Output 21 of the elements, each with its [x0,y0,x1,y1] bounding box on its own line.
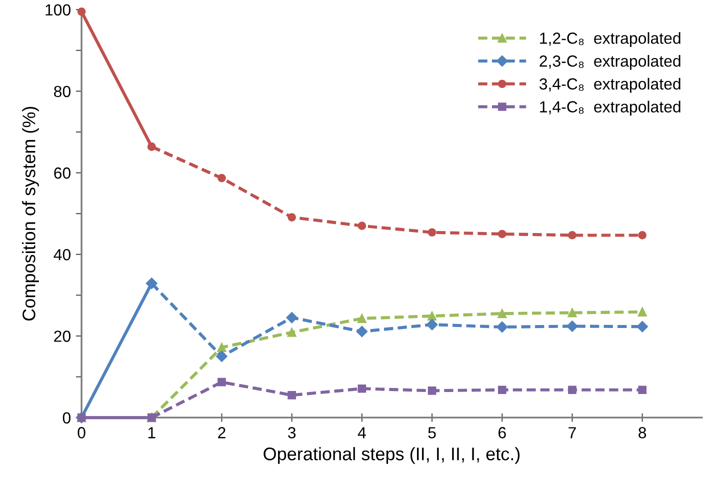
x-tick-label: 1 [148,427,156,438]
y-tick-label: 100 [46,4,70,16]
legend-label: 2,3-C₈ extrapolated [540,55,680,70]
y-tick-label: 40 [54,249,70,260]
x-tick-label: 6 [498,427,506,438]
y-tick-label: 80 [54,86,70,98]
x-tick-label: 4 [358,427,366,438]
y-axis-title: Composition of system (%) [22,106,39,321]
x-tick-label: 0 [78,427,86,438]
x-tick-label: 8 [638,427,646,438]
legend-label: 1,2-C₈ extrapolated [540,32,680,48]
x-tick-label: 7 [568,427,576,438]
x-tick-label: 3 [288,427,296,438]
x-axis-title: Operational steps (II, I, II, I, etc.) [264,447,520,464]
y-tick-label: 20 [54,330,70,342]
y-tick-label: 60 [54,167,70,179]
x-tick-label: 5 [428,427,436,438]
x-tick-label: 2 [218,427,226,438]
y-tick-label: 0 [62,412,70,424]
legend-label: 3,4-C₈ extrapolated [539,78,680,93]
legend-label: 1,4-C₈ extrapolated [540,100,680,116]
